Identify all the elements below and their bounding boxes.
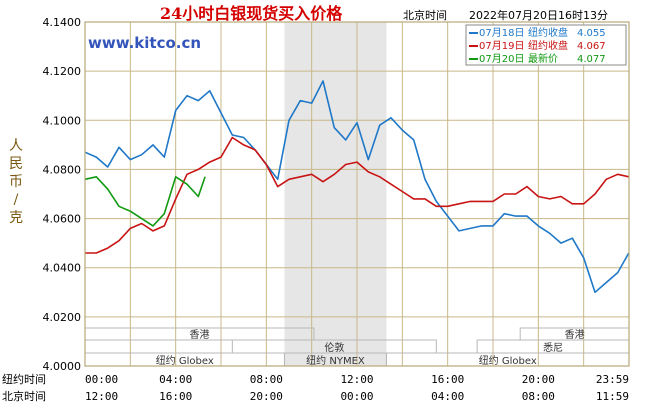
x-tick-label: 20:00 — [250, 390, 283, 403]
x-tick-label: 00:00 — [85, 373, 118, 386]
y-tick-label: 4.1200 — [43, 65, 82, 78]
y-tick-label: 4.1000 — [43, 114, 82, 127]
legend-kind: 纽约收盘 — [528, 26, 568, 39]
chart-title: 24小时白银现货买入价格 — [160, 4, 343, 23]
y-label-char: 币 — [9, 174, 23, 190]
legend-kind: 纽约收盘 — [528, 39, 568, 52]
x-tick-label: 04:00 — [431, 390, 464, 403]
legend: 07月18日 纽约收盘 4.055 07月19日 纽约收盘 4.067 07月20日 最新价 4… — [465, 24, 627, 66]
y-tick-label: 4.0800 — [43, 163, 82, 176]
y-label-char: 人 — [9, 138, 23, 154]
x-tick-label: 08:00 — [522, 390, 555, 403]
session-label: 纽约 Globex — [156, 354, 214, 367]
timezone-label: 北京时间 — [403, 8, 447, 22]
legend-value: 4.067 — [577, 41, 606, 52]
x-tick-label: 16:00 — [431, 373, 464, 386]
x-tick-label: 23:59 — [596, 373, 629, 386]
x-tick-label: 08:00 — [250, 373, 283, 386]
series-line-2 — [84, 176, 206, 227]
session-label: 纽约 Globex — [479, 354, 537, 367]
x-tick-label: 16:00 — [159, 390, 192, 403]
timestamp: 2022年07月20日16时13分 — [469, 8, 608, 22]
y-label-char: 克 — [9, 210, 23, 226]
grid — [85, 21, 629, 367]
plot-frame — [84, 21, 630, 367]
kitco-watermark: www.kitco.cn — [88, 34, 201, 52]
session-label: 悉尼 — [543, 342, 563, 354]
y-tick-label: 4.0200 — [43, 311, 82, 324]
legend-date: 07月19日 — [479, 40, 524, 52]
legend-kind: 最新价 — [528, 52, 558, 65]
y-tick-label: 4.0400 — [43, 262, 82, 275]
x-tick-label: 20:00 — [522, 373, 555, 386]
series-line-1 — [85, 136, 629, 254]
y-axis-ticks: 4.0000 4.0200 4.0400 4.0600 4.0800 4.1000 4.12… — [43, 16, 82, 373]
session-label: 纽约 NYMEX — [306, 354, 365, 367]
series-lines — [84, 80, 630, 294]
x-tick-label: 11:59 — [596, 390, 629, 403]
plot-border — [84, 21, 630, 367]
y-axis-label: 人民币 / 克 — [9, 138, 23, 226]
session-label: 香港 — [565, 329, 585, 341]
session-label: 香港 — [189, 329, 209, 341]
x-tick-label: 12:00 — [85, 390, 118, 403]
legend-value: 4.055 — [577, 28, 606, 39]
legend-value: 4.077 — [577, 54, 606, 65]
y-tick-label: 4.1400 — [43, 16, 82, 29]
x-tick-label: 12:00 — [340, 373, 373, 386]
nymex-session-shade — [284, 22, 387, 366]
legend-date: 07月18日 — [479, 27, 524, 39]
beijing-time-label: 北京时间 — [2, 389, 46, 403]
y-label-char: / — [14, 192, 19, 208]
session-label: 伦敦 — [324, 341, 344, 354]
legend-box — [465, 24, 627, 66]
ny-time-label: 纽约时间 — [2, 372, 46, 386]
series-line-0 — [84, 80, 630, 294]
x-tick-label: 04:00 — [159, 373, 192, 386]
x-tick-label: 00:00 — [340, 390, 373, 403]
x-axis-ticks: 00:00 04:00 08:00 12:00 16:00 20:00 23:59 12:00… — [85, 373, 629, 403]
y-tick-label: 4.0600 — [43, 213, 82, 226]
legend-date: 07月20日 — [479, 53, 524, 65]
y-tick-label: 4.0000 — [43, 360, 82, 373]
y-label-char: 民 — [9, 156, 23, 172]
